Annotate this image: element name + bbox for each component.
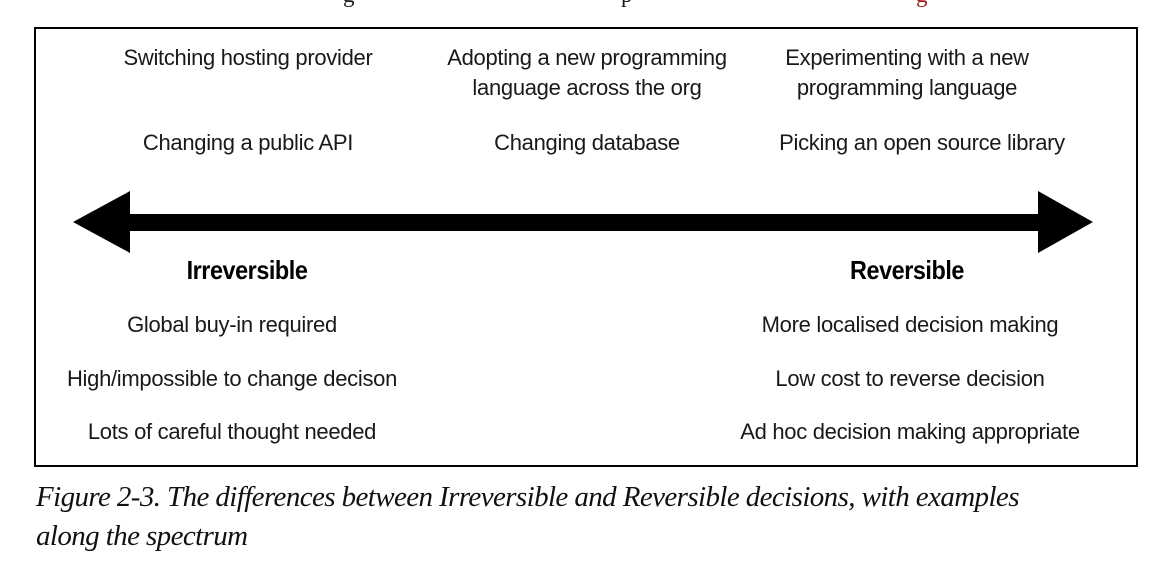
clipped-text-line: g p g [0, 0, 1160, 9]
label-reversible: Reversible [850, 255, 964, 285]
trait-careful-thought: Lots of careful thought needed [87, 419, 377, 444]
clipped-letter-1: g [343, 0, 355, 6]
figure-caption: Figure 2-3. The differences between Irre… [36, 478, 1156, 556]
example-switching-hosting-provider: Switching hosting provider [123, 45, 373, 70]
trait-localised-decision-making: More localised decision making [761, 312, 1059, 337]
example-experimenting-new-language: Experimenting with a new programming lan… [785, 45, 1029, 100]
example-adopting-new-language-org: Adopting a new programming language acro… [447, 45, 727, 100]
example-changing-public-api: Changing a public API [142, 130, 354, 155]
spectrum-arrow [73, 191, 1093, 253]
double-arrow-shape [73, 191, 1093, 253]
clipped-letter-2: p [621, 0, 633, 6]
caption-line-2: along the spectrum [36, 520, 248, 552]
trait-high-impossible-change: High/impossible to change decison [66, 366, 398, 391]
example-changing-database: Changing database [494, 130, 680, 155]
clipped-link-letter[interactable]: g [916, 0, 928, 6]
caption-line-1: Figure 2-3. The differences between Irre… [36, 481, 1019, 513]
figure-frame: Switching hosting provider Adopting a ne… [34, 27, 1138, 467]
trait-low-cost-reverse: Low cost to reverse decision [775, 366, 1045, 391]
trait-ad-hoc-decision-making: Ad hoc decision making appropriate [740, 419, 1080, 444]
example-picking-open-source-library: Picking an open source library [779, 130, 1065, 155]
trait-global-buy-in: Global buy-in required [127, 312, 337, 337]
label-irreversible: Irreversible [186, 255, 308, 285]
